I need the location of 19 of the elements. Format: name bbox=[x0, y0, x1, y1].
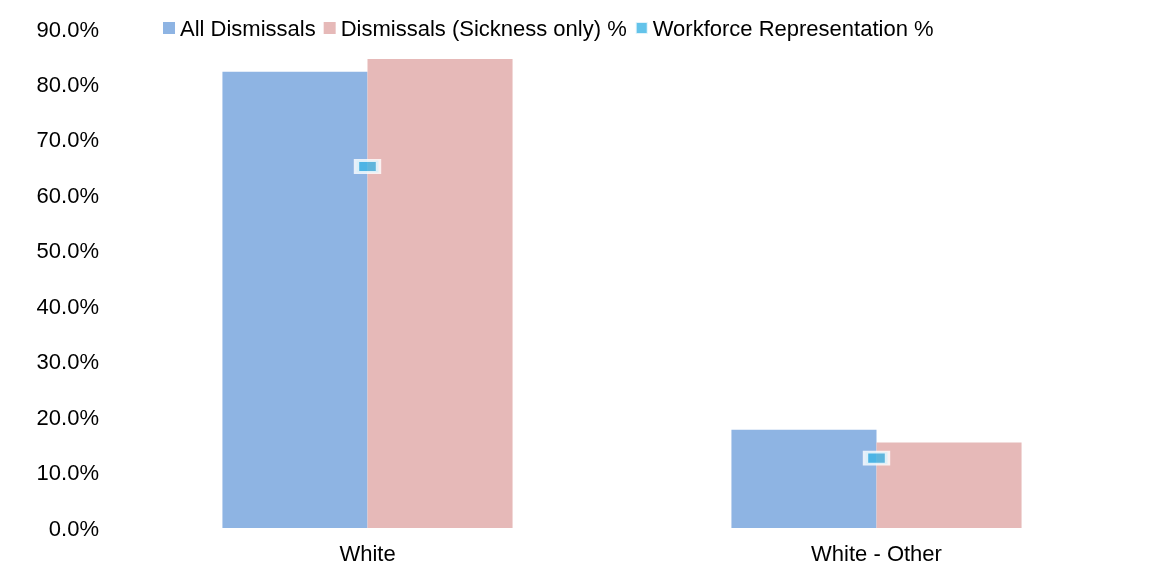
y-tick-label: 30.0% bbox=[36, 349, 99, 375]
bar bbox=[876, 442, 1022, 528]
y-tick-label: 90.0% bbox=[36, 16, 99, 42]
y-tick-label: 10.0% bbox=[36, 460, 99, 486]
legend-label: All Dismissals bbox=[180, 15, 316, 41]
y-tick-label: 60.0% bbox=[36, 182, 99, 208]
y-tick-label: 70.0% bbox=[36, 127, 99, 153]
y-tick-label: 20.0% bbox=[36, 404, 99, 430]
x-tick-label: White - Other bbox=[811, 540, 942, 566]
y-tick-label: 80.0% bbox=[36, 71, 99, 97]
legend-label: Dismissals (Sickness only) % bbox=[340, 15, 627, 41]
x-tick-label: White bbox=[339, 540, 396, 566]
legend-label: Workforce Representation % bbox=[652, 15, 934, 41]
y-tick-label: 40.0% bbox=[36, 293, 99, 319]
y-tick-label: 0.0% bbox=[48, 515, 99, 541]
bar bbox=[222, 71, 368, 528]
bar bbox=[731, 429, 877, 528]
y-tick-label: 50.0% bbox=[36, 238, 99, 264]
bar bbox=[367, 58, 513, 528]
